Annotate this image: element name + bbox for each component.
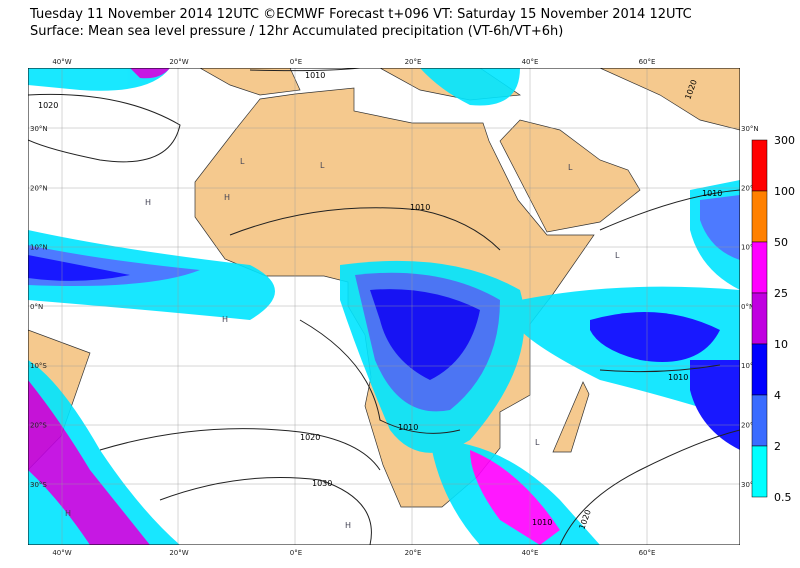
subtitle-line: Surface: Mean sea level pressure / 12hr … bbox=[30, 24, 563, 39]
legend-label: 4 bbox=[774, 389, 781, 402]
pressure-center: L bbox=[320, 161, 325, 170]
isobar-label: 1020 bbox=[300, 433, 320, 442]
latitude-label: 20°N bbox=[741, 184, 759, 192]
legend-label: 10 bbox=[774, 338, 788, 351]
graticule bbox=[28, 68, 740, 545]
pressure-center: L bbox=[535, 438, 540, 447]
legend-label: 50 bbox=[774, 236, 788, 249]
isobar-label: 1010 bbox=[702, 189, 722, 198]
latitude-label: 10°S bbox=[30, 362, 47, 370]
longitude-label: 40°E bbox=[522, 549, 539, 557]
legend-label: 0.5 bbox=[774, 491, 792, 504]
pressure-center: H bbox=[345, 521, 351, 530]
latitude-label: 10°N bbox=[741, 244, 759, 252]
legend-label: 300 bbox=[774, 134, 795, 147]
legend-label: 2 bbox=[774, 440, 781, 453]
isobar-label: 1010 bbox=[532, 518, 552, 527]
longitude-label: 40°W bbox=[52, 549, 71, 557]
isobar-label: 1030 bbox=[312, 479, 332, 488]
latitude-label: 20°N bbox=[30, 184, 48, 192]
latitude-label: 0°N bbox=[741, 303, 754, 311]
isobar-label: 1010 bbox=[398, 423, 418, 432]
isobar-label: 1020 bbox=[38, 101, 58, 110]
latitude-label: 30°N bbox=[741, 125, 759, 133]
longitude-label: 20°E bbox=[405, 549, 422, 557]
land bbox=[552, 381, 590, 453]
pressure-center: H bbox=[224, 193, 230, 202]
latitude-label: 30°N bbox=[30, 125, 48, 133]
isobars bbox=[28, 68, 740, 545]
title-line: Tuesday 11 November 2014 12UTC ©ECMWF Fo… bbox=[29, 7, 692, 22]
isobar-label: 1010 bbox=[668, 373, 688, 382]
latitude-label: 20°S bbox=[741, 422, 758, 430]
longitude-label: 40°E bbox=[522, 58, 539, 66]
pressure-center: H bbox=[145, 198, 151, 207]
longitude-label: 60°E bbox=[639, 58, 656, 66]
pressure-center: L bbox=[568, 163, 573, 172]
pressure-center: L bbox=[240, 157, 245, 166]
pressure-center: H bbox=[65, 509, 71, 518]
longitude-label: 0°E bbox=[290, 549, 302, 557]
legend-swatch bbox=[751, 445, 768, 498]
longitude-label: 20°W bbox=[169, 549, 188, 557]
isobar-label: 1010 bbox=[305, 71, 325, 80]
longitude-label: 60°E bbox=[639, 549, 656, 557]
legend-swatch bbox=[751, 241, 768, 294]
legend-label: 25 bbox=[774, 287, 788, 300]
pressure-center: L bbox=[615, 251, 620, 260]
longitude-label: 40°W bbox=[52, 58, 71, 66]
latitude-label: 30°S bbox=[741, 481, 758, 489]
latitude-label: 30°S bbox=[30, 481, 47, 489]
map-body bbox=[28, 68, 740, 545]
precipitation bbox=[28, 68, 740, 545]
legend-swatch bbox=[751, 394, 768, 447]
longitude-label: 20°E bbox=[405, 58, 422, 66]
pressure-center: H bbox=[222, 315, 228, 324]
latitude-label: 0°N bbox=[30, 303, 43, 311]
longitude-label: 0°E bbox=[290, 58, 302, 66]
latitude-label: 10°S bbox=[741, 362, 758, 370]
land bbox=[499, 119, 641, 233]
legend-swatch bbox=[751, 343, 768, 396]
latitude-label: 10°N bbox=[30, 244, 48, 252]
legend-swatch bbox=[751, 292, 768, 345]
isobar-label: 1010 bbox=[410, 203, 430, 212]
legend-label: 100 bbox=[774, 185, 795, 198]
longitude-label: 20°W bbox=[169, 58, 188, 66]
legend-swatch bbox=[751, 139, 768, 192]
legend-swatch bbox=[751, 190, 768, 243]
latitude-label: 20°S bbox=[30, 422, 47, 430]
